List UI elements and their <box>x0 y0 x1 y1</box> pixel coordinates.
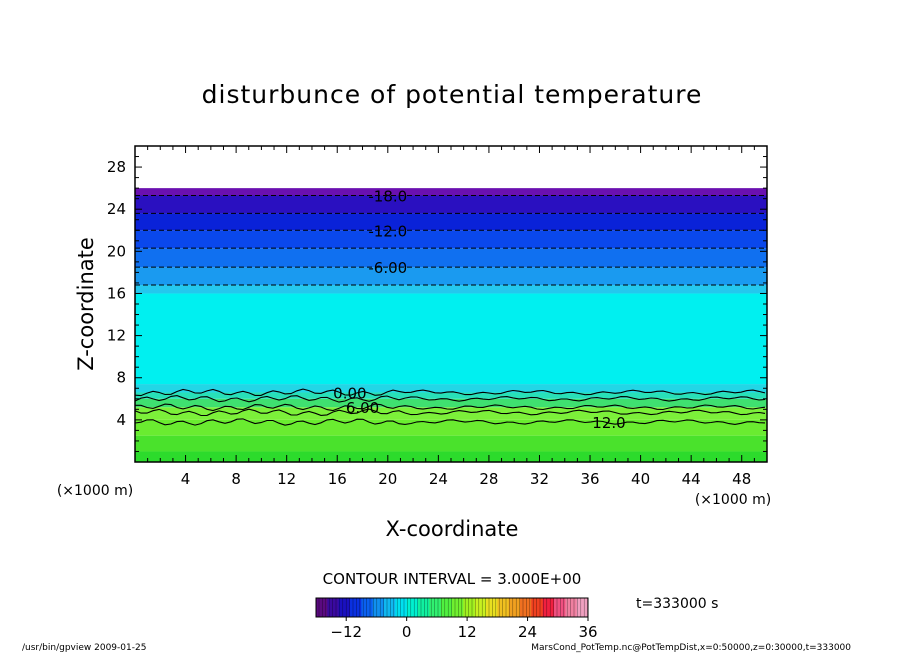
footer-left: /usr/bin/gpview 2009-01-25 <box>22 643 146 653</box>
x-tick-label: 28 <box>479 470 498 488</box>
contour-line <box>135 408 766 417</box>
contour-interval-label: CONTOUR INTERVAL = 3.000E+00 <box>323 570 582 588</box>
colorbar-swatch <box>338 598 351 617</box>
colorbar-swatch <box>463 598 476 617</box>
x-tick-label: 48 <box>732 470 751 488</box>
footer-right: MarsCond_PotTemp.nc@PotTempDist,x=0:5000… <box>531 643 851 653</box>
contour-label: -6.00 <box>368 259 407 277</box>
colorbar-swatch <box>350 598 362 617</box>
x-tick-label: 32 <box>530 470 549 488</box>
colorbar-tick-label: −12 <box>330 623 362 641</box>
contour-layer <box>135 195 767 426</box>
x-tick-label: 36 <box>580 470 599 488</box>
colorbar-swatch <box>429 598 442 617</box>
colorbar-swatch <box>520 598 532 617</box>
field-band <box>135 213 767 231</box>
colorbar-swatch <box>508 598 521 617</box>
field-band <box>135 293 767 385</box>
x-tick-label: 4 <box>181 470 191 488</box>
field-band <box>135 248 767 268</box>
field-band <box>135 230 767 249</box>
y-tick-label: 8 <box>116 369 126 387</box>
colorbar-swatch <box>406 598 419 617</box>
contour-line <box>135 388 766 397</box>
colorbar-frame <box>315 597 589 618</box>
field-band <box>135 435 767 452</box>
x-tick-label: 16 <box>328 470 347 488</box>
y-tick-label: 12 <box>107 327 126 345</box>
colorbar-swatch <box>452 598 464 617</box>
colorbar-swatch <box>327 598 340 617</box>
colorbar-swatch <box>554 598 566 617</box>
y-tick-label: 16 <box>107 284 126 302</box>
contour-label: 0.00 <box>333 384 366 402</box>
y-tick-label: 20 <box>107 242 126 260</box>
contour-label: -18.0 <box>368 188 407 206</box>
field-band <box>135 407 767 420</box>
contour-label: 6.00 <box>346 399 379 417</box>
time-label: t=333000 s <box>636 596 718 612</box>
x-tick-label: 24 <box>429 470 448 488</box>
contour-label-layer: -18.0 -12.0 -6.00 0.006.00 12.0 <box>333 188 626 432</box>
field-band <box>135 398 767 408</box>
contour-line <box>135 403 766 412</box>
field-band <box>135 451 767 462</box>
colorbar-tick-label: 0 <box>402 623 412 641</box>
field-band <box>135 195 767 214</box>
colorbar-ticks: −12 0 12 24 36 <box>330 617 598 641</box>
colorbar-tick-label: 36 <box>578 623 597 641</box>
x-tick-label: 44 <box>682 470 701 488</box>
x-tick-label: 20 <box>378 470 397 488</box>
colorbar-tick-label: 24 <box>518 623 537 641</box>
colorbar-swatch <box>565 598 578 617</box>
x-axis: 4 8 12 16 20 24 28 32 36 40 44 48 <box>147 146 755 488</box>
y-tick-label: 28 <box>107 158 126 176</box>
x-axis-unit-left: (×1000 m) <box>57 483 133 499</box>
x-tick-label: 8 <box>231 470 241 488</box>
y-tick-label: 4 <box>116 411 126 429</box>
colorbar-tick-label: 12 <box>458 623 477 641</box>
contour-line <box>135 418 766 426</box>
colorbar-swatch <box>542 598 555 617</box>
field-band <box>135 285 767 294</box>
x-axis-title: X-coordinate <box>386 517 519 541</box>
colorbar-swatch <box>440 598 453 617</box>
colorbar-swatch <box>372 598 385 617</box>
field-band <box>135 267 767 286</box>
contour-label: -12.0 <box>368 222 407 240</box>
colorbar-swatch <box>531 598 544 617</box>
field-layer <box>135 188 767 462</box>
field-band <box>135 188 767 196</box>
field-band <box>135 384 767 393</box>
colorbar-swatch <box>384 598 396 617</box>
y-tick-label: 24 <box>107 200 126 218</box>
contour-label: 12.0 <box>592 414 625 432</box>
field-band <box>135 392 767 399</box>
colorbar-swatch <box>361 598 374 617</box>
y-axis-title: Z-coordinate <box>74 237 98 371</box>
contour-line <box>135 395 766 403</box>
y-axis: 4 8 12 16 20 24 28 <box>107 156 767 452</box>
colorbar-swatch <box>474 598 487 617</box>
colorbar-swatch <box>576 598 589 617</box>
colorbar-swatch <box>395 598 408 617</box>
x-tick-label: 12 <box>277 470 296 488</box>
colorbar-swatch <box>486 598 498 617</box>
colorbar-swatch <box>316 598 328 617</box>
colorbar-swatch <box>497 598 510 617</box>
x-axis-unit-right: (×1000 m) <box>695 492 771 508</box>
x-tick-label: 40 <box>631 470 650 488</box>
colorbar <box>316 598 589 617</box>
colorbar-swatch <box>418 598 430 617</box>
chart-title: disturbunce of potential temperature <box>202 80 703 109</box>
